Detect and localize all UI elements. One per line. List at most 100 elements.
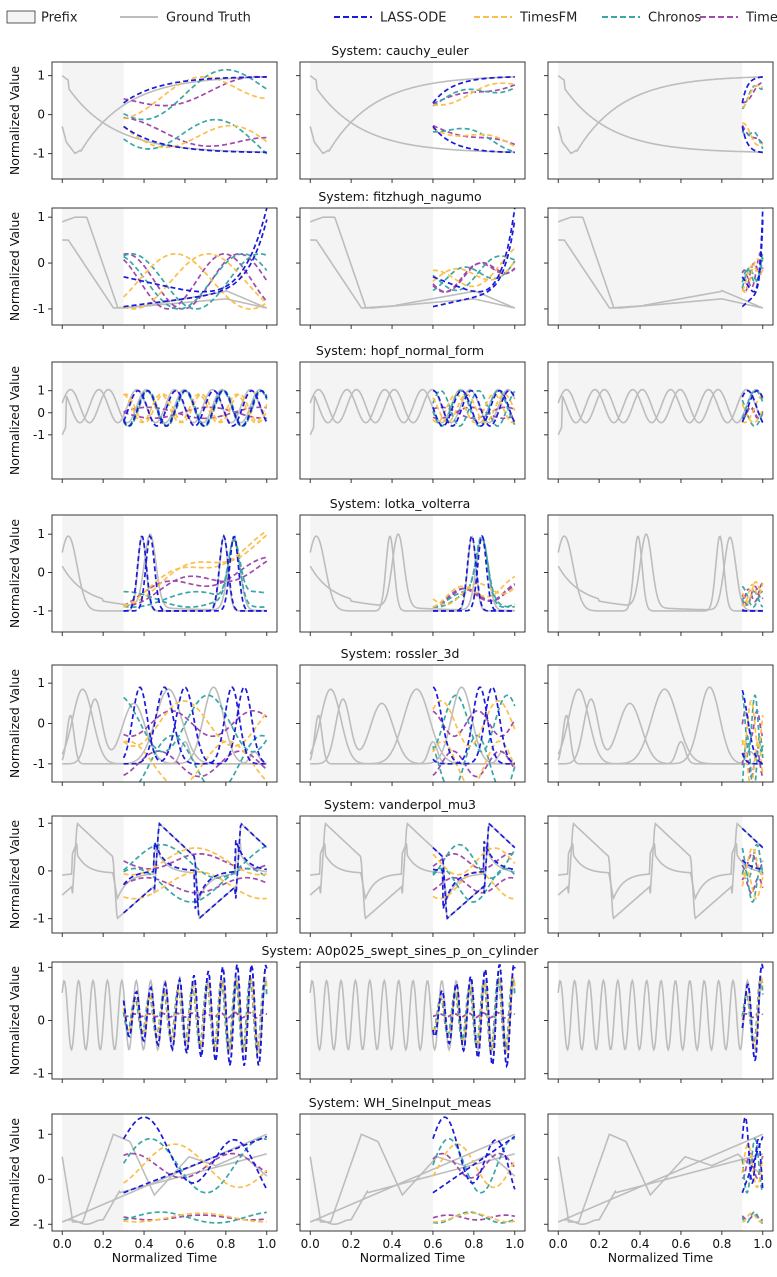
prediction-line-lass-ode — [432, 686, 516, 765]
prediction-line-timesfm — [742, 1212, 764, 1223]
prediction-line-timesfm — [123, 847, 267, 876]
prediction-line-timer-xl — [123, 1011, 268, 1019]
prefix-region — [310, 515, 433, 632]
x-tick-label: 0.4 — [134, 1237, 153, 1251]
axes-frame — [547, 815, 774, 934]
subplot-lotka-volterra-col-1: -1 0 1 — [33, 514, 278, 636]
y-tick-label: -1 — [33, 147, 45, 161]
plot-area — [309, 962, 516, 1069]
prediction-line-chronos — [741, 1137, 764, 1194]
x-tick-label: 0.0 — [53, 1237, 72, 1251]
ground-truth-line — [557, 1133, 764, 1223]
axes-frame — [51, 361, 278, 480]
subplot-vanderpol-mu3-col-3 — [544, 815, 774, 937]
y-tick-label: 1 — [37, 527, 45, 541]
prediction-line-chronos — [138, 734, 268, 782]
prediction-line-lass-ode — [432, 389, 516, 427]
axes-frame — [547, 61, 774, 180]
prediction-line-chronos — [741, 1211, 764, 1224]
prediction-line-chronos — [432, 537, 516, 608]
prediction-line-chronos — [432, 1137, 516, 1194]
x-tick-label: 0.2 — [342, 1237, 361, 1251]
ground-truth-line — [309, 1153, 515, 1225]
prediction-line-timer-xl — [123, 560, 268, 607]
prediction-line-chronos — [741, 257, 764, 289]
plot-area — [309, 75, 516, 155]
subplot-wh-sineinput-meas-col-3: 0.0 0.2 0.4 0.6 0.8 1.0 Normalized Time — [544, 1113, 774, 1265]
prediction-line-lass-ode — [741, 76, 764, 104]
y-tick-label: 1 — [37, 676, 45, 690]
axes-frame — [547, 1113, 774, 1232]
plot-area — [61, 1116, 268, 1225]
prediction-line-chronos — [123, 538, 267, 608]
legend-label: Prefix — [41, 11, 78, 26]
prediction-line-lass-ode — [123, 76, 267, 104]
prediction-line-timesfm — [741, 393, 764, 424]
prediction-line-chronos — [433, 127, 516, 153]
prediction-line-timer-xl — [741, 406, 764, 420]
prediction-line-lass-ode — [122, 389, 268, 427]
prediction-line-timesfm — [432, 575, 516, 608]
subplot-vanderpol-mu3-col-2 — [296, 815, 526, 937]
prediction-line-lass-ode — [741, 859, 763, 871]
prediction-line-chronos — [741, 399, 764, 427]
prediction-line-chronos — [123, 1211, 267, 1224]
x-tick-label: 1.0 — [257, 1237, 276, 1251]
ground-truth-line — [61, 1133, 268, 1223]
axes-frame — [51, 815, 278, 934]
y-tick-label: 0 — [37, 566, 45, 580]
prediction-line-timesfm — [741, 740, 764, 782]
prediction-line-timesfm — [432, 700, 516, 747]
axes-frame — [51, 1113, 278, 1232]
prediction-line-timer-xl — [432, 262, 516, 293]
axes-frame — [299, 1113, 526, 1232]
plot-area — [309, 821, 516, 920]
prediction-line-lass-ode — [432, 841, 515, 909]
prediction-line-timer-xl — [432, 406, 516, 420]
plot-area — [309, 533, 516, 612]
ground-truth-line — [558, 842, 763, 901]
prediction-line-lass-ode — [122, 1116, 268, 1190]
prediction-line-lass-ode — [741, 219, 764, 308]
legend-label: Ground Truth — [166, 11, 251, 26]
prediction-line-chronos — [741, 130, 764, 150]
x-tick-label: 0.0 — [301, 1237, 320, 1251]
ground-truth-line — [61, 533, 267, 612]
prediction-line-timer-xl — [123, 406, 267, 420]
prediction-line-timer-xl — [123, 556, 267, 607]
y-tick-label: -1 — [33, 428, 45, 442]
plot-area — [61, 68, 268, 155]
prediction-line-timesfm — [432, 582, 516, 606]
prediction-line-lass-ode — [741, 689, 763, 765]
axes-frame — [51, 207, 278, 326]
prediction-line-timesfm — [432, 1143, 516, 1189]
legend-label: LASS-ODE — [380, 11, 446, 26]
legend-label: Chronos — [648, 11, 702, 26]
subplot-cauchy-euler-col-2 — [296, 61, 526, 183]
subplot-title-a0p025-swept-sines-p-on-cylinder: System: A0p025_swept_sines_p_on_cylinder — [261, 943, 539, 958]
prediction-line-lass-ode — [432, 821, 516, 920]
plot-area — [557, 822, 764, 920]
subplot-rossler-3d-col-3 — [544, 664, 774, 786]
prediction-line-lass-ode — [741, 1116, 764, 1190]
y-axis-label: Normalized Value — [7, 519, 22, 628]
subplot-title-lotka-volterra: System: lotka_volterra — [330, 496, 471, 511]
axes-frame — [547, 361, 774, 480]
prefix-region — [310, 816, 433, 933]
y-tick-label: -1 — [33, 757, 45, 771]
prefix-region — [62, 208, 124, 325]
ground-truth-line — [309, 822, 516, 920]
y-tick-label: 1 — [37, 69, 45, 83]
prediction-line-lass-ode — [123, 219, 268, 308]
x-tick-label: 1.0 — [505, 1237, 524, 1251]
axes-frame — [51, 61, 278, 180]
prediction-line-lass-ode — [432, 1135, 516, 1194]
prediction-line-timesfm — [741, 581, 764, 604]
prediction-line-timesfm — [741, 264, 764, 292]
subplot-lotka-volterra-col-3 — [544, 514, 774, 636]
prediction-line-lass-ode — [123, 533, 267, 612]
prediction-line-lass-ode — [432, 1116, 516, 1190]
y-tick-label: 0 — [37, 406, 45, 420]
legend-item-chronos: Chronos — [602, 11, 702, 26]
